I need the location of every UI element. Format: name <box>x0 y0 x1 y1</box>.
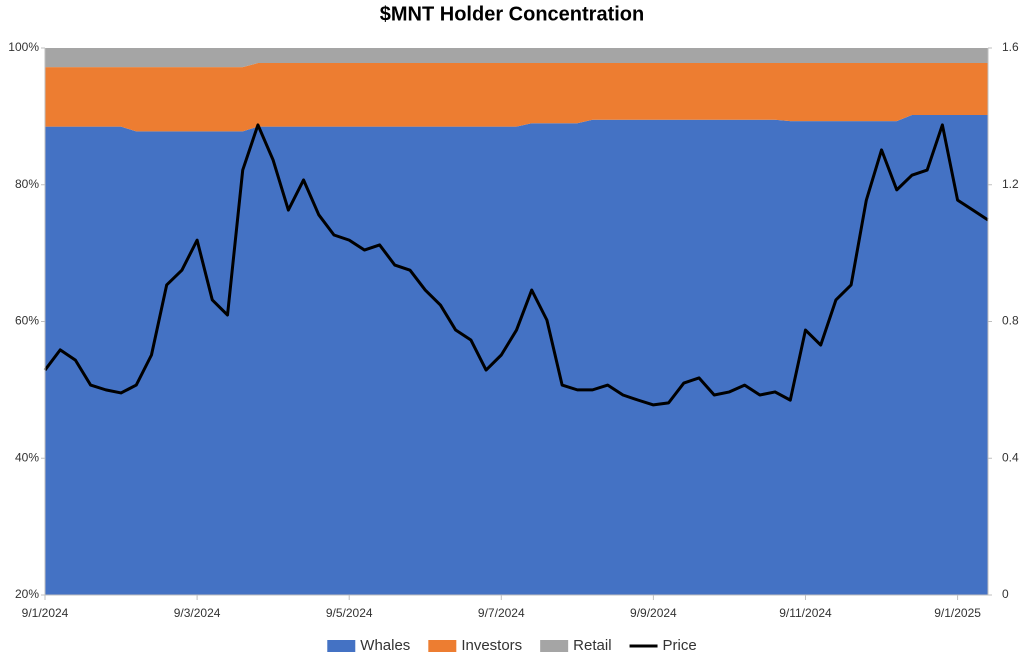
legend-label: Investors <box>461 637 522 654</box>
area <box>45 48 988 68</box>
y2-tick-label: 1.2 <box>1002 177 1019 191</box>
legend-label: Whales <box>360 637 410 654</box>
legend-swatch <box>540 640 569 652</box>
legend-label: Retail <box>573 637 611 654</box>
legend-label: Price <box>663 637 697 654</box>
y-tick-label: 100% <box>8 40 39 54</box>
chart-title: $MNT Holder Concentration <box>380 3 644 25</box>
x-tick-label: 9/11/2024 <box>779 606 832 620</box>
legend-swatch <box>327 640 356 652</box>
line <box>43 123 989 407</box>
y-tick-label: 20% <box>15 587 39 601</box>
legend-item: Investors <box>428 637 522 654</box>
x-tick-label: 9/5/2024 <box>326 606 373 620</box>
x-tick-label: 9/1/2024 <box>22 606 69 620</box>
x-tick-label: 9/1/2025 <box>934 606 981 620</box>
y2-tick-label: 0.8 <box>1002 314 1019 328</box>
y-tick-label: 80% <box>15 177 39 191</box>
legend-item: Price <box>629 637 697 654</box>
legend-item: Retail <box>540 637 612 654</box>
y2-tick-label: 1.6 <box>1002 40 1019 54</box>
area <box>45 63 988 132</box>
y2-tick-label: 0 <box>1002 587 1009 601</box>
legend-swatch <box>428 640 457 652</box>
y-tick-label: 60% <box>15 314 39 328</box>
y2-tick-label: 0.4 <box>1002 450 1019 464</box>
legend-item: Whales <box>327 637 410 654</box>
x-tick-label: 9/7/2024 <box>478 606 525 620</box>
y-tick-label: 40% <box>15 450 39 464</box>
x-tick-label: 9/9/2024 <box>630 606 677 620</box>
area <box>45 115 988 595</box>
x-tick-label: 9/3/2024 <box>174 606 221 620</box>
